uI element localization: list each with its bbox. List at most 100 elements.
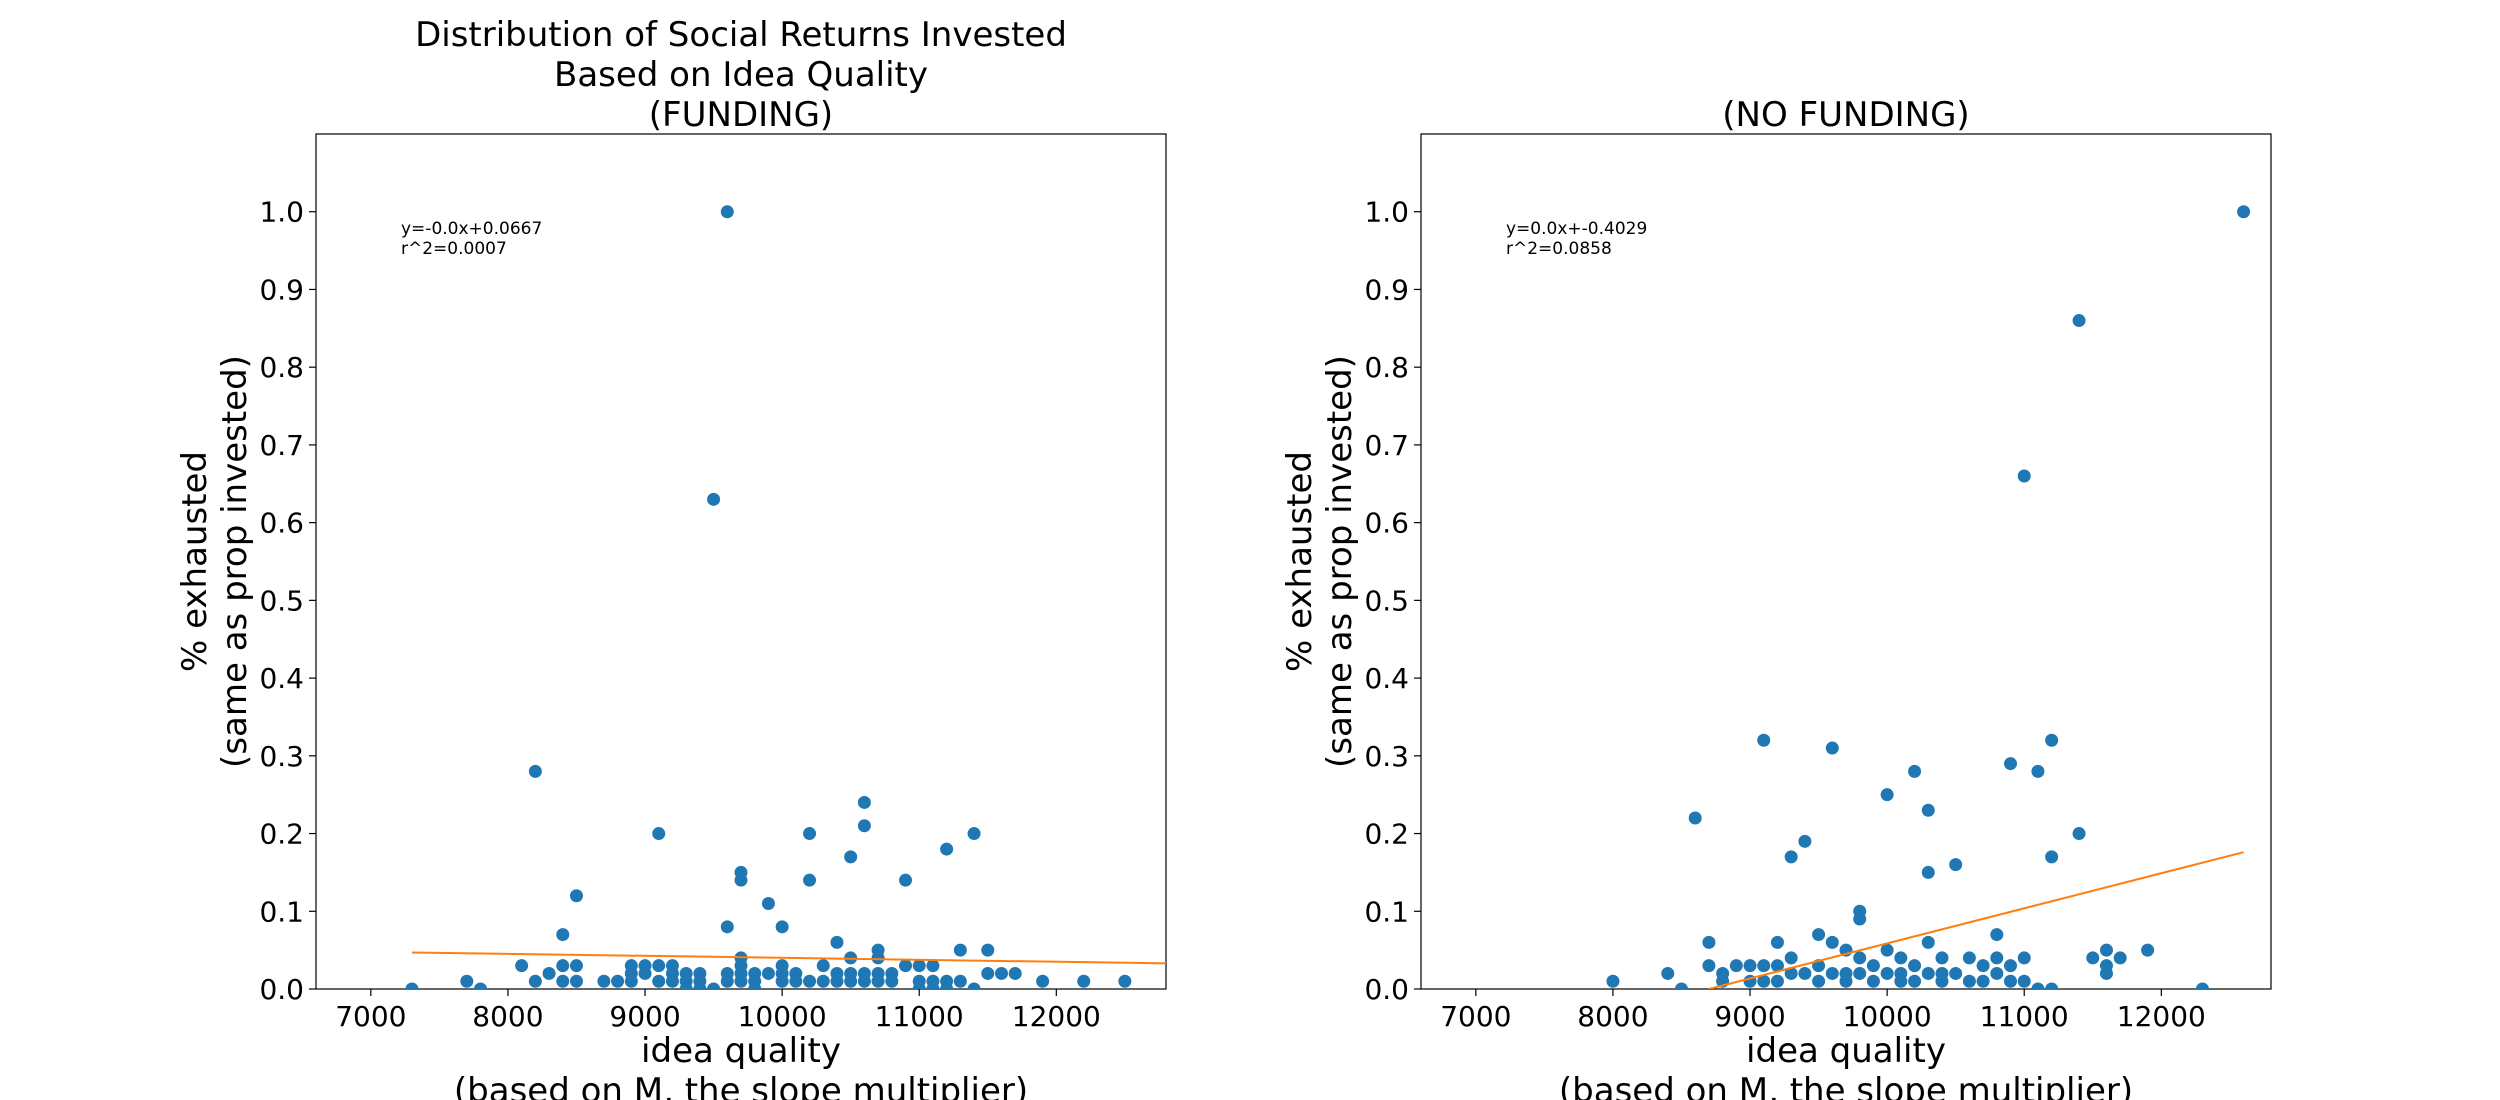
data-point xyxy=(926,982,940,989)
data-point xyxy=(953,943,967,957)
data-point xyxy=(871,951,885,965)
data-point xyxy=(1949,966,1963,980)
data-point xyxy=(2072,827,2086,841)
y-tick-label: 0.5 xyxy=(1364,584,1409,617)
data-point xyxy=(1990,928,2004,942)
data-point xyxy=(1770,935,1784,949)
data-point xyxy=(1798,834,1812,848)
data-point xyxy=(1770,959,1784,973)
data-point xyxy=(1757,959,1771,973)
x-axis-label-line: (based on M, the slope multiplier) xyxy=(1559,1071,2133,1100)
data-point xyxy=(1729,959,1743,973)
data-point xyxy=(569,974,583,988)
y-tick-label: 0.2 xyxy=(1364,818,1409,851)
data-point xyxy=(2045,850,2059,864)
data-point xyxy=(1825,935,1839,949)
data-point xyxy=(803,827,817,841)
data-point xyxy=(693,982,707,989)
data-point xyxy=(1008,966,1022,980)
x-tick-label: 9000 xyxy=(1714,1000,1785,1033)
data-point xyxy=(720,205,734,219)
data-point xyxy=(899,873,913,887)
data-point xyxy=(474,982,488,989)
data-point xyxy=(1702,935,1716,949)
data-point xyxy=(1908,959,1922,973)
data-point xyxy=(1949,858,1963,872)
data-point xyxy=(1784,966,1798,980)
data-point xyxy=(803,974,817,988)
data-point xyxy=(2004,959,2018,973)
data-point xyxy=(1688,811,1702,825)
data-point xyxy=(1908,764,1922,778)
data-point xyxy=(1674,982,1688,989)
data-point xyxy=(556,974,570,988)
x-axis-label-line: (based on M, the slope multiplier) xyxy=(454,1071,1028,1100)
x-tick-label: 10000 xyxy=(738,1000,827,1033)
data-point xyxy=(2045,733,2059,747)
data-point xyxy=(967,827,981,841)
data-point xyxy=(1077,974,1091,988)
y-tick-label: 0.4 xyxy=(259,662,304,695)
x-tick-label: 11000 xyxy=(1980,1000,2069,1033)
plot-frame xyxy=(1420,133,2272,990)
data-point xyxy=(775,974,789,988)
data-point xyxy=(899,959,913,973)
chart-no-funding: (NO FUNDING) 7000 8000 9000 10000 11000 12000 0… xyxy=(1280,95,2272,1100)
data-point xyxy=(569,959,583,973)
data-point xyxy=(707,982,721,989)
x-tick-label: 11000 xyxy=(875,1000,964,1033)
regression-fit-line xyxy=(1708,851,2244,989)
data-point xyxy=(816,959,830,973)
data-point xyxy=(1908,974,1922,988)
x-tick-label: 8000 xyxy=(1577,1000,1648,1033)
data-point xyxy=(1661,966,1675,980)
data-point xyxy=(2099,943,2113,957)
data-point xyxy=(1921,865,1935,879)
data-point xyxy=(1935,951,1949,965)
data-point xyxy=(1894,974,1908,988)
data-point xyxy=(871,974,885,988)
data-point xyxy=(2099,966,2113,980)
data-point xyxy=(1976,974,1990,988)
data-point xyxy=(912,959,926,973)
data-point xyxy=(2045,982,2059,989)
y-axis-label-line: (same as prop invested) xyxy=(215,355,255,768)
y-tick-label: 0.9 xyxy=(259,273,304,306)
data-point xyxy=(542,966,556,980)
data-point xyxy=(460,974,474,988)
data-point xyxy=(2031,764,2045,778)
y-tick-label: 0.9 xyxy=(1364,273,1409,306)
data-point xyxy=(1757,974,1771,988)
data-point xyxy=(597,974,611,988)
data-point xyxy=(734,974,748,988)
data-point xyxy=(1839,974,1853,988)
y-axis-label-line: (same as prop invested) xyxy=(1320,355,1360,768)
data-point xyxy=(569,889,583,903)
y-tick-label: 0.1 xyxy=(1364,895,1409,928)
data-point xyxy=(967,982,981,989)
data-point xyxy=(734,873,748,887)
y-tick-label: 0.1 xyxy=(259,895,304,928)
data-point xyxy=(803,873,817,887)
regression-annotation-line: r^2=0.0007 xyxy=(401,239,507,259)
data-point xyxy=(2237,205,2251,219)
data-point xyxy=(707,492,721,506)
data-point xyxy=(556,928,570,942)
regression-annotation-line: y=-0.0x+0.0667 xyxy=(401,219,542,239)
data-point xyxy=(1866,959,1880,973)
data-point xyxy=(1921,966,1935,980)
data-point xyxy=(652,827,666,841)
data-point xyxy=(624,974,638,988)
data-point xyxy=(1743,959,1757,973)
data-point xyxy=(2004,974,2018,988)
data-point xyxy=(1990,951,2004,965)
data-point xyxy=(2141,943,2155,957)
data-point xyxy=(2086,951,2100,965)
x-tick-label: 8000 xyxy=(472,1000,543,1033)
data-point xyxy=(775,920,789,934)
data-point xyxy=(2195,982,2209,989)
data-point xyxy=(1825,741,1839,755)
data-point xyxy=(2004,757,2018,771)
data-point xyxy=(1606,974,1620,988)
